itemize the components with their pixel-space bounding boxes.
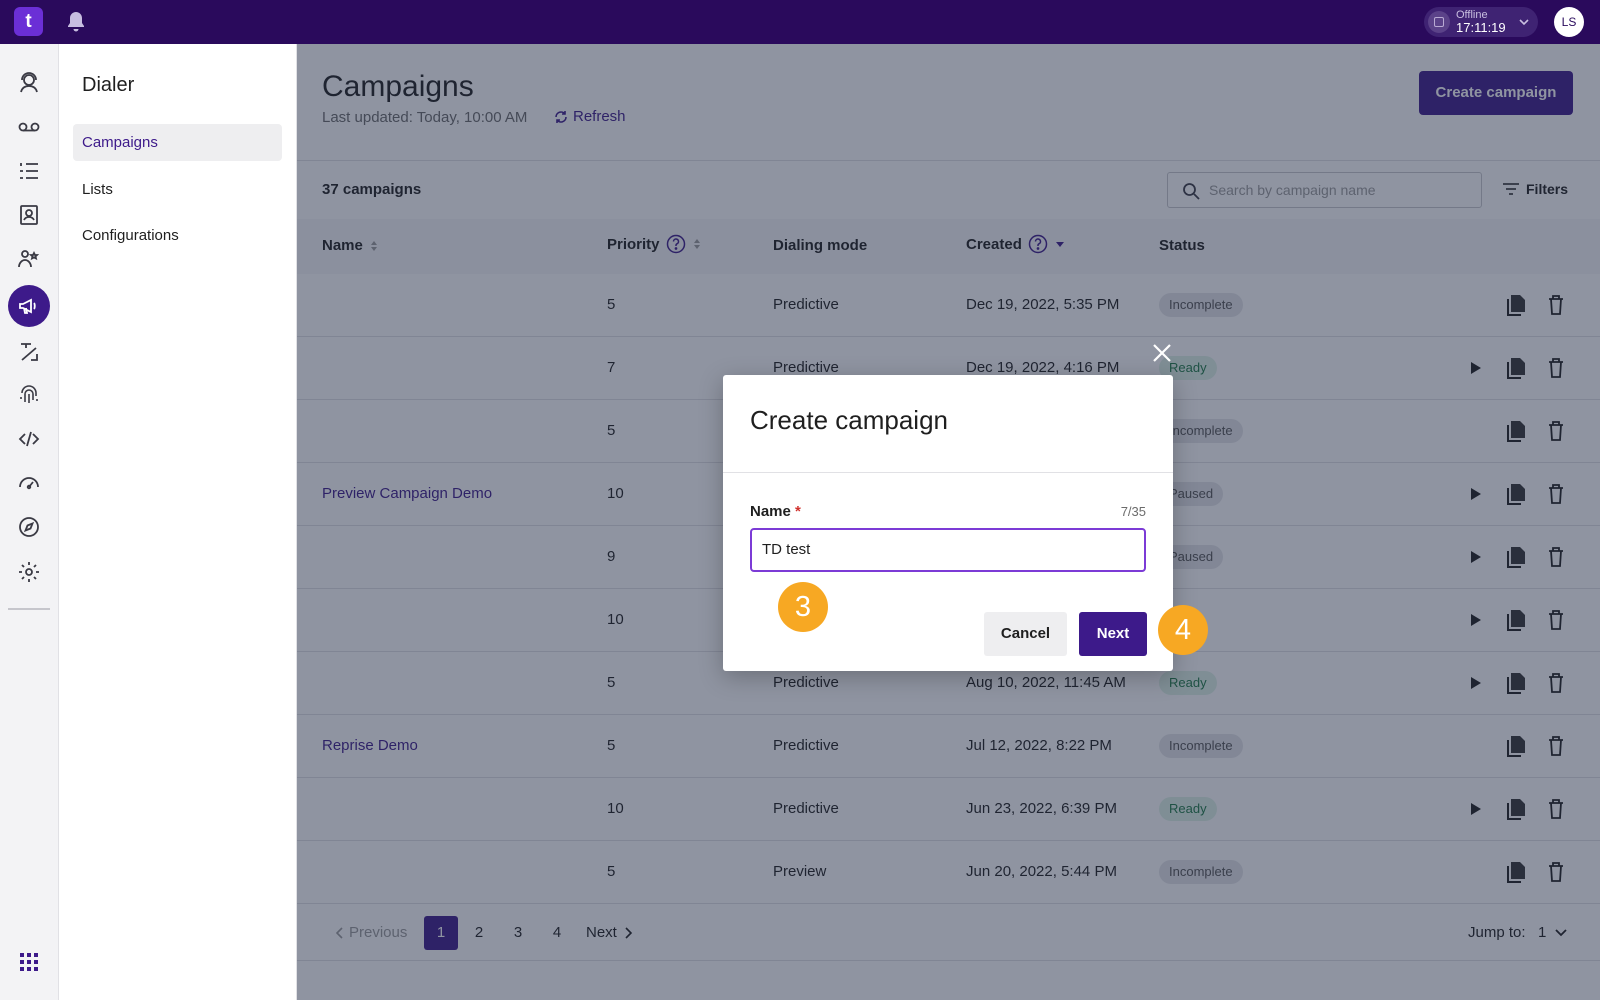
settings-icon[interactable] [8,551,50,593]
rail-divider [8,608,50,610]
compass-icon[interactable] [8,506,50,548]
code-icon[interactable] [8,418,50,460]
cancel-button[interactable]: Cancel [984,612,1067,656]
required-marker: * [795,503,801,520]
teams-icon[interactable] [8,238,50,280]
apps-grid-icon[interactable] [8,941,50,983]
step-marker-4: 4 [1158,605,1208,655]
status-label: Offline [1456,9,1488,21]
nav-item-lists[interactable]: Lists [82,181,113,198]
name-field-label: Name * [750,503,801,520]
step-marker-3: 3 [778,582,828,632]
voicemail-icon[interactable] [8,106,50,148]
modal-divider [723,472,1173,473]
routing-icon[interactable] [8,331,50,373]
nav-item-configurations[interactable]: Configurations [82,227,179,244]
fingerprint-icon[interactable] [8,374,50,416]
character-count: 7/35 [1120,504,1146,519]
status-timer: 17:11:19 [1456,20,1506,35]
status-icon [1428,11,1450,33]
name-label-text: Name [750,503,791,520]
avatar[interactable]: LS [1554,7,1584,37]
close-icon[interactable] [1151,342,1173,364]
campaign-name-input[interactable]: TD test [750,528,1146,572]
list-icon[interactable] [8,150,50,192]
nav-item-campaigns[interactable]: Campaigns [73,124,282,161]
next-button[interactable]: Next [1079,612,1147,656]
contacts-icon[interactable] [8,194,50,236]
agent-icon[interactable] [8,62,50,104]
top-bar [0,0,1600,44]
icon-rail [0,44,59,1000]
dashboard-icon[interactable] [8,461,50,503]
megaphone-icon[interactable] [8,285,50,327]
dialer-nav: Dialer [59,44,297,1000]
chevron-down-icon [1518,16,1530,28]
app-logo[interactable]: t [14,7,43,36]
dialer-nav-title: Dialer [82,74,135,96]
agent-status-dropdown[interactable]: Offline 17:11:19 [1424,7,1538,37]
bell-icon[interactable] [66,11,86,33]
modal-title: Create campaign [750,405,948,435]
